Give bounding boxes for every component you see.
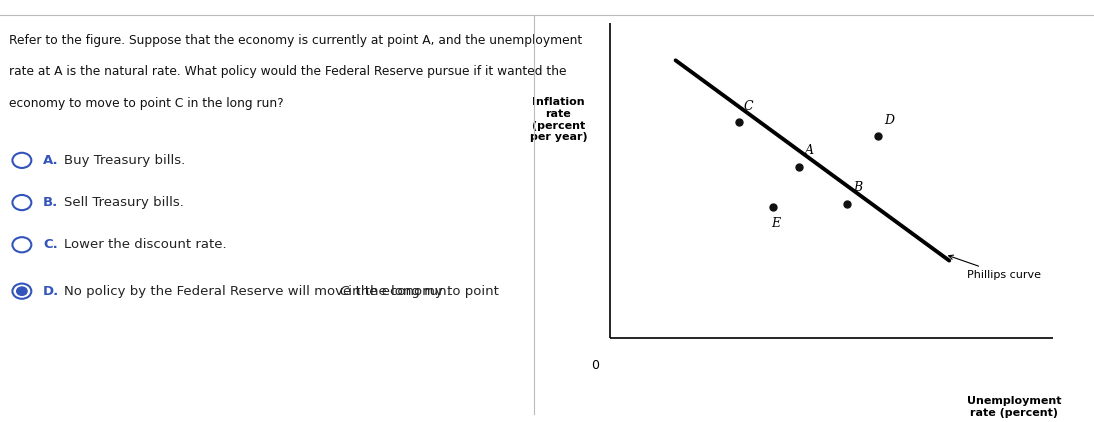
- Text: B: B: [853, 181, 863, 195]
- Text: economy to move to point C in the long run?: economy to move to point C in the long r…: [9, 97, 283, 110]
- Text: Inflation
rate
(percent
per year): Inflation rate (percent per year): [529, 97, 587, 142]
- Text: D: D: [884, 114, 894, 127]
- Text: B.: B.: [43, 196, 58, 209]
- Text: A.: A.: [43, 154, 58, 167]
- Text: 0: 0: [591, 359, 600, 372]
- Text: Lower the discount rate.: Lower the discount rate.: [63, 238, 226, 251]
- Text: Unemployment
rate (percent): Unemployment rate (percent): [967, 396, 1061, 418]
- Text: in the long run.: in the long run.: [345, 285, 451, 298]
- Circle shape: [16, 287, 27, 295]
- Text: A: A: [804, 144, 814, 157]
- Text: C.: C.: [43, 238, 58, 251]
- Text: Phillips curve: Phillips curve: [948, 255, 1040, 280]
- Text: No policy by the Federal Reserve will move the economy to point: No policy by the Federal Reserve will mo…: [63, 285, 503, 298]
- Text: D.: D.: [43, 285, 59, 298]
- Text: E: E: [771, 217, 780, 230]
- Text: Sell Treasury bills.: Sell Treasury bills.: [63, 196, 184, 209]
- Text: Refer to the figure. Suppose that the economy is currently at point A, and the u: Refer to the figure. Suppose that the ec…: [9, 34, 582, 47]
- Text: C: C: [339, 285, 349, 298]
- Text: Buy Treasury bills.: Buy Treasury bills.: [63, 154, 185, 167]
- Text: rate at A is the natural rate. What policy would the Federal Reserve pursue if i: rate at A is the natural rate. What poli…: [9, 65, 567, 78]
- Text: C: C: [744, 100, 754, 113]
